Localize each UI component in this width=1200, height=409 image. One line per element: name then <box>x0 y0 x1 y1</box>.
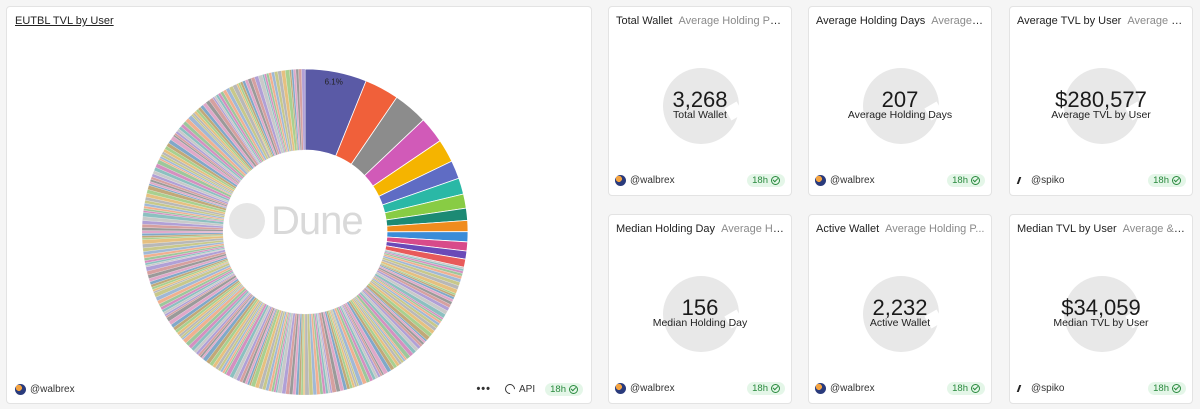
freshness-badge[interactable]: 18h <box>947 173 985 187</box>
avatar[interactable] <box>15 383 26 395</box>
counter-title[interactable]: Average TVL by User <box>1017 15 1122 27</box>
pie-slice[interactable] <box>301 68 306 151</box>
freshness-badge[interactable]: 18h <box>545 382 583 396</box>
avatar[interactable] <box>815 174 826 186</box>
author-link[interactable]: @walbrex <box>830 174 875 186</box>
avatar[interactable] <box>615 382 626 394</box>
counter-label: Median TVL by User <box>1053 317 1149 329</box>
counter-footer: @walbrex 18h <box>815 380 985 396</box>
api-icon <box>502 381 518 397</box>
dune-logo-icon <box>229 203 265 239</box>
author-link[interactable]: @walbrex <box>830 382 875 394</box>
counter-label: Average Holding Days <box>847 109 953 121</box>
counter-value: $280,577 <box>1055 87 1147 112</box>
counter-footer: @walbrex 18h <box>615 380 785 396</box>
counter-subtitle[interactable]: Average Hol... <box>721 223 785 235</box>
counter-card: Active Wallet Average Holding P... 2,232 Ac… <box>808 214 992 404</box>
donut-chart[interactable]: 6.1% <box>7 7 592 404</box>
counter-value: 207 <box>881 87 919 112</box>
more-options-button[interactable]: ••• <box>476 383 492 395</box>
author-link[interactable]: @walbrex <box>630 174 675 186</box>
freshness-badge[interactable]: 18h <box>747 173 785 187</box>
freshness-badge[interactable]: 18h <box>947 381 985 395</box>
counter-footer: @spiko 18h <box>1016 172 1186 188</box>
freshness-badge[interactable]: 18h <box>1148 381 1186 395</box>
counter-value: $34,059 <box>1061 295 1141 320</box>
counter-header: Total Wallet Average Holding Period... <box>616 15 785 27</box>
check-circle-icon <box>569 384 578 394</box>
check-circle-icon <box>1172 383 1181 393</box>
counter-background-circle <box>863 68 939 144</box>
counter-title[interactable]: Median TVL by User <box>1017 223 1117 235</box>
counter-header: Median Holding Day Average Hol... <box>616 223 785 235</box>
counter-title[interactable]: Active Wallet <box>816 223 880 235</box>
counter-background-circle <box>1064 276 1140 352</box>
avatar[interactable] <box>1016 174 1027 186</box>
check-circle-icon <box>771 175 780 185</box>
counter-header: Average TVL by User Average & ... <box>1017 15 1186 27</box>
counter-title[interactable]: Median Holding Day <box>616 223 716 235</box>
counter-header: Median TVL by User Average & M... <box>1017 223 1186 235</box>
author-link[interactable]: @spiko <box>1031 174 1065 186</box>
counter-subtitle[interactable]: Average Holding Period... <box>678 15 785 27</box>
freshness-badge[interactable]: 18h <box>1148 173 1186 187</box>
counter-subtitle[interactable]: Average H... <box>931 15 985 27</box>
counter-footer: @walbrex 18h <box>815 172 985 188</box>
slice-data-label: 6.1% <box>325 77 343 86</box>
author-link[interactable]: @walbrex <box>30 383 75 395</box>
chart-card: EUTBL TVL by User 6.1% Dune @walbrex •••… <box>6 6 592 404</box>
counter-title[interactable]: Average Holding Days <box>816 15 926 27</box>
counter-background-circle <box>663 276 739 352</box>
counter-footer: @walbrex 18h <box>615 172 785 188</box>
avatar[interactable] <box>1016 382 1027 394</box>
api-button[interactable]: API <box>502 381 535 397</box>
counter-label: Total Wallet <box>673 109 727 121</box>
freshness-badge[interactable]: 18h <box>747 381 785 395</box>
chart-footer: @walbrex ••• API 18h <box>15 381 583 397</box>
dune-watermark: Dune <box>229 199 364 244</box>
check-circle-icon <box>971 383 980 393</box>
author-link[interactable]: @spiko <box>1031 382 1065 394</box>
counter-value: 3,268 <box>672 87 728 112</box>
counter-card: Median Holding Day Average Hol... 156 Media… <box>608 214 792 404</box>
counter-subtitle[interactable]: Average Holding P... <box>885 223 985 235</box>
counter-value: 2,232 <box>872 295 928 320</box>
counter-background-circle <box>663 68 739 144</box>
counter-header: Average Holding Days Average H... <box>816 15 985 27</box>
counter-label: Active Wallet <box>869 317 931 329</box>
counter-card: Average TVL by User Average & ... $280,577… <box>1009 6 1193 196</box>
check-circle-icon <box>771 383 780 393</box>
counter-label: Median Holding Day <box>652 317 748 329</box>
chart-title[interactable]: EUTBL TVL by User <box>15 15 114 27</box>
counter-footer: @spiko 18h <box>1016 380 1186 396</box>
avatar[interactable] <box>615 174 626 186</box>
check-circle-icon <box>971 175 980 185</box>
check-circle-icon <box>1172 175 1181 185</box>
counter-value: 156 <box>681 295 719 320</box>
counter-title[interactable]: Total Wallet <box>616 15 673 27</box>
avatar[interactable] <box>815 382 826 394</box>
counter-background-circle <box>1064 68 1140 144</box>
counter-subtitle[interactable]: Average & ... <box>1127 15 1186 27</box>
counter-label: Average TVL by User <box>1051 109 1151 121</box>
author-link[interactable]: @walbrex <box>630 382 675 394</box>
counter-background-circle <box>863 276 939 352</box>
counter-header: Active Wallet Average Holding P... <box>816 223 985 235</box>
counter-subtitle[interactable]: Average & M... <box>1122 223 1186 235</box>
counter-card: Total Wallet Average Holding Period... 3,2… <box>608 6 792 196</box>
